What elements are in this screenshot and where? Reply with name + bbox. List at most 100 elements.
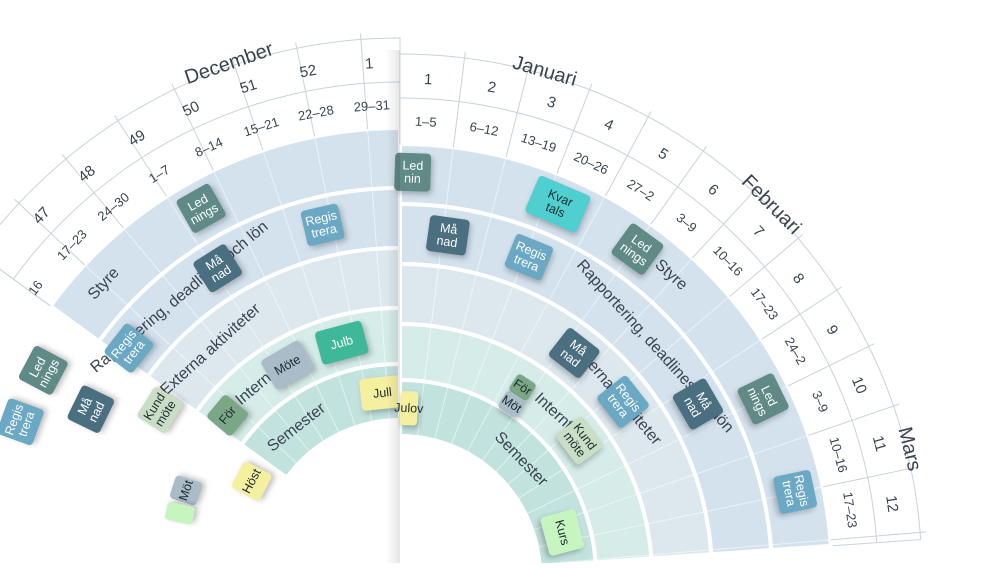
event-mot-left-box [170,475,202,506]
right-week-gridline [466,195,606,454]
event-kundmote-left-box [137,387,183,433]
left-week-divider [14,198,85,266]
week-number-right-0: 1 [424,71,433,88]
right-week-gridline [416,147,454,438]
left-week-divider [0,268,51,307]
event-host[interactable]: Höst [230,459,276,504]
right-week-divider [761,286,843,340]
right-week-divider [505,64,531,158]
event-registrera-mar-box [773,470,817,514]
right-week-divider [556,83,593,174]
left-week-divider [231,59,264,151]
right-week-divider [822,466,917,488]
event-mot-left-label: Möt [176,478,196,503]
week-number-right-1: 2 [486,78,497,96]
event-for-left-box [207,395,248,436]
event-kurs-left-box [165,502,195,525]
date-range-left-6: 16 [25,277,46,298]
left-week-divider [359,33,369,130]
event-mot-right[interactable]: Möt [495,390,528,422]
week-number-left-2: 50 [180,98,202,120]
event-ledningsgrupp-jan-label: nin [404,171,421,186]
event-julbord[interactable]: Julb [314,320,372,369]
event-manad-jan-label: Må [439,221,458,237]
event-mote-left-box [261,340,314,390]
week-number-split: 1 [365,55,374,72]
week-number-left-0: 52 [298,62,318,82]
date-range-left-0: 22–28 [297,102,335,123]
left-week-gridline [84,264,299,465]
left-week-divider [114,115,168,197]
week-number-left-4: 48 [75,162,99,186]
event-registrera-nov-outer-box [0,398,44,446]
event-manad-jan-label: nad [436,233,459,250]
event-mote-left[interactable]: Möte [260,338,318,393]
event-ledningsgrupp-mar-box [737,373,789,425]
right-week-divider [692,187,758,259]
right-week-gridline [532,434,809,531]
event-manad-nov-label: Må [75,395,95,417]
event-ledningsgrupp-jan-box [394,152,432,192]
event-julov-label: Julov [394,400,425,416]
right-week-divider [830,531,927,541]
left-week-gridline [314,136,373,423]
event-kurs-left[interactable] [164,500,199,526]
right-date-divider [399,97,878,543]
date-range-right-0: 1–5 [415,114,438,130]
left-week-divider [61,154,124,229]
event-mot-left[interactable]: Möt [169,473,207,507]
right-week-gridline [494,257,693,474]
event-kurs-right-label: Kurs [552,518,572,546]
event-registrera-dec-label: trera [310,221,338,240]
date-range-right-1: 6–12 [468,119,499,139]
event-registrera-nov-box [104,323,154,373]
left-week-gridline [212,170,340,434]
event-for-left[interactable]: För [206,392,253,439]
event-kurs-right[interactable]: Kurs [537,509,586,560]
left-week-gridline [262,150,357,428]
week-number-left-3: 49 [125,127,148,150]
left-week-gridline [166,196,325,443]
event-ledningsgrupp-nov-box [19,346,68,395]
event-ledningsgrupp-jan-label: Led [402,158,423,173]
event-kurs-right-box [540,509,584,556]
event-manad-mar-box [672,378,723,430]
left-week-gridline [123,227,311,453]
month-label-partial: er [0,223,1,251]
event-manad-nov-box [67,385,114,433]
event-registrera-dec-box [300,203,345,246]
right-week-divider [787,343,875,387]
left-date-divider [12,81,401,280]
event-mot-right-box [498,391,525,417]
right-week-gridline [516,339,762,500]
event-kundmote-right-box [556,416,604,465]
right-week-divider [452,51,466,148]
event-host-box [231,461,272,501]
week-number-right-10: 11 [869,434,890,454]
event-julov[interactable]: Julov [393,390,425,429]
event-registrera-mar-label: trera [779,479,798,507]
event-manad-jan-box [426,215,470,256]
event-registrera-mar-label: Regis [791,474,811,508]
date-range-right-11: 17–23 [840,491,860,529]
event-manad-dec-box [193,244,242,293]
